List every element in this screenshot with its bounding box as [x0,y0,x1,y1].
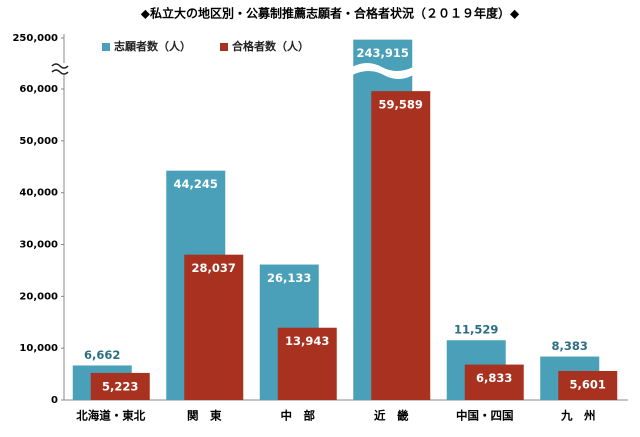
data-label: 8,383 [552,339,588,353]
y-tick-label: 60,000 [19,84,58,95]
legend-swatch [102,43,110,51]
x-tick-label: 北海道・東北 [76,409,145,423]
x-tick-label: 九 州 [560,409,596,423]
bar [464,364,524,400]
y-tick-label: 0 [51,395,58,406]
data-label: 6,662 [84,348,120,362]
data-label: 5,601 [570,377,606,391]
x-tick-label: 中 部 [281,409,316,423]
y-tick-label: 30,000 [19,240,58,251]
chart-title: ◆私立大の地区別・公募制推薦志願者・合格者状況（２０１９年度）◆ [141,6,520,21]
data-label: 11,529 [454,323,498,337]
bar [90,372,150,400]
x-tick-label: 関 東 [187,409,222,423]
y-tick-label: 50,000 [19,136,58,147]
x-tick-label: 近 畿 [374,409,409,423]
data-label: 28,037 [192,261,236,275]
data-label: 13,943 [285,334,329,348]
data-label: 243,915 [357,46,409,60]
y-tick-label: 10,000 [19,343,58,354]
data-label: 6,833 [476,371,512,385]
axis-break-gap [52,63,68,75]
legend-label: 志願者数（人） [114,39,191,53]
axis-break-mark [51,63,69,75]
data-label: 26,133 [267,271,311,285]
axis-break-wave [352,63,414,79]
data-label: 44,245 [174,177,218,191]
bar [371,91,431,401]
legend-swatch [220,43,228,51]
data-label: 59,589 [379,98,423,112]
y-tick-label: 40,000 [19,188,58,199]
x-tick-label: 中国・四国 [456,409,514,423]
data-label: 5,223 [102,379,138,393]
bar [277,327,337,400]
legend-label: 合格者数（人） [232,39,309,53]
bar [184,254,244,400]
y-tick-label: 20,000 [19,291,58,302]
bar [558,370,618,400]
y-tick-label: 250,000 [12,33,58,44]
